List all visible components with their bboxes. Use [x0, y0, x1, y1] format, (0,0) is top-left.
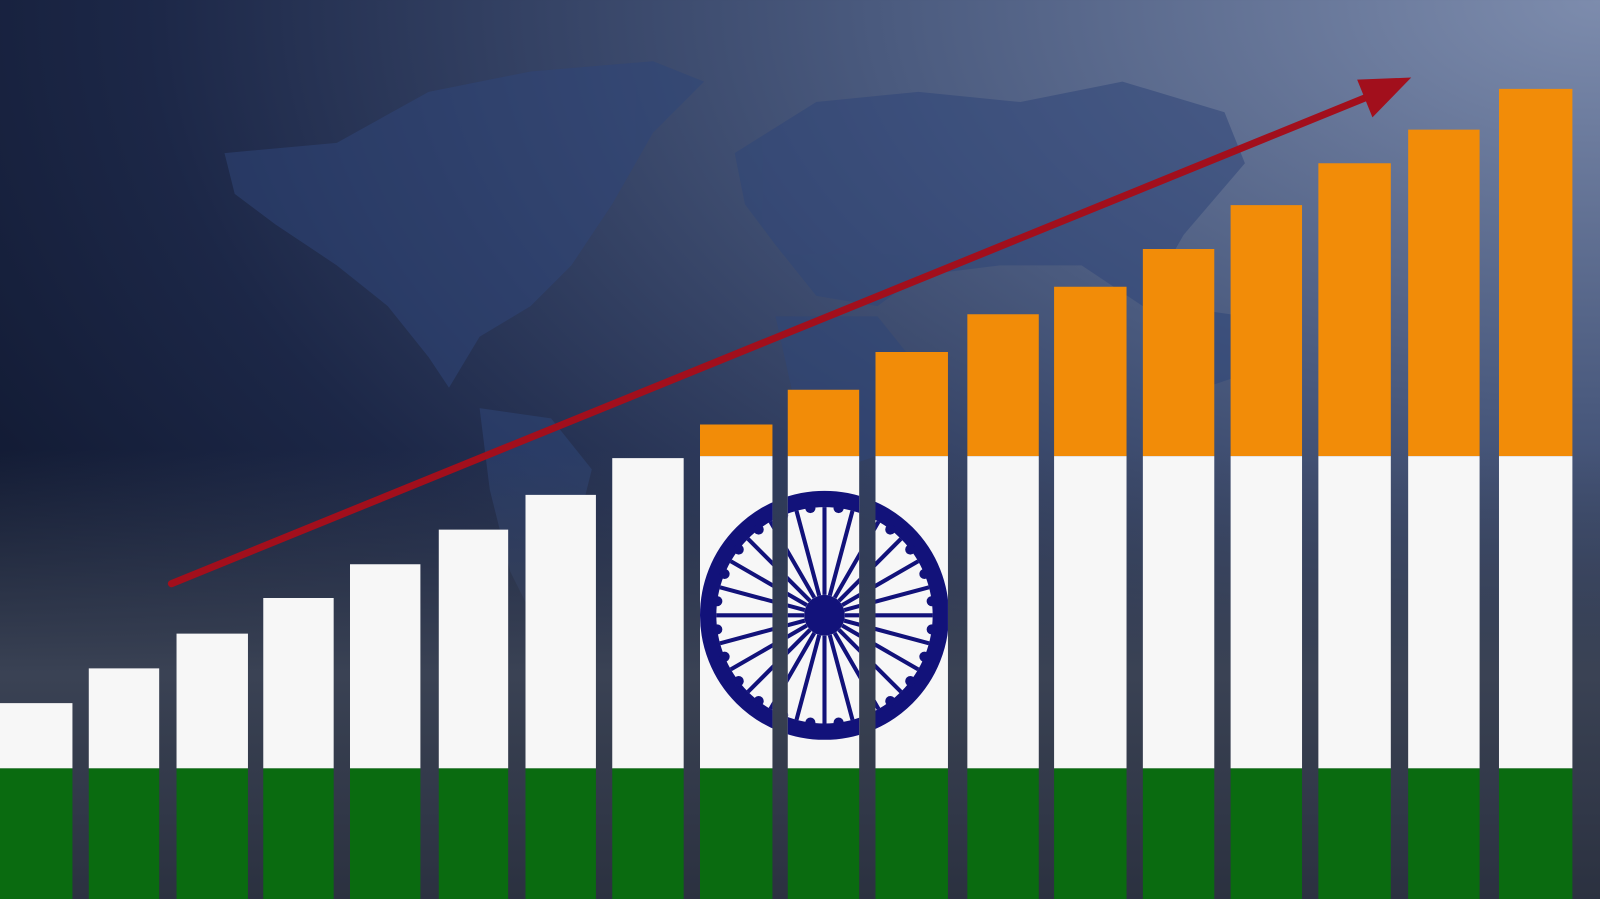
chakra-dot — [733, 544, 744, 555]
green-stripe — [0, 768, 1573, 899]
trend-arrow-shaft — [167, 93, 1371, 588]
chakra-hub — [804, 594, 845, 636]
chakra-dot — [712, 596, 723, 607]
chakra-dot — [719, 568, 730, 580]
chakra-spoke — [729, 623, 808, 672]
chakra-dot — [926, 624, 937, 635]
chakra-dot — [753, 524, 764, 535]
chakra-dot — [805, 717, 816, 728]
chakra-rim — [700, 490, 949, 740]
chakra-spoke — [843, 585, 930, 613]
chakra-dot — [885, 696, 896, 707]
chakra-dot — [905, 676, 916, 687]
chakra-spoke — [729, 559, 808, 607]
chakra-spoke — [843, 618, 930, 646]
chakra — [700, 490, 949, 740]
chakra-spoke — [827, 510, 855, 597]
chakra-dot — [919, 568, 930, 580]
chakra-dot — [905, 544, 916, 555]
chakra-dot — [733, 676, 744, 687]
chakra-spoke — [794, 634, 822, 721]
chakra-dot — [926, 596, 937, 607]
chakra-dot — [885, 524, 896, 535]
chakra-spoke — [841, 559, 920, 607]
chakra-dot — [833, 502, 844, 514]
chakra-spoke — [719, 618, 806, 646]
chakra-dot — [805, 502, 816, 514]
chakra-spoke — [794, 510, 822, 597]
chakra-dot — [753, 696, 764, 707]
chakra-dot — [833, 717, 844, 728]
chakra-dot — [712, 624, 723, 635]
chakra-dot — [719, 651, 730, 662]
chakra-dot — [919, 651, 930, 662]
chakra-spoke — [827, 634, 855, 721]
chakra-spoke — [841, 623, 920, 672]
chakra-spoke — [719, 585, 806, 613]
trend-arrow-head — [1357, 77, 1412, 118]
